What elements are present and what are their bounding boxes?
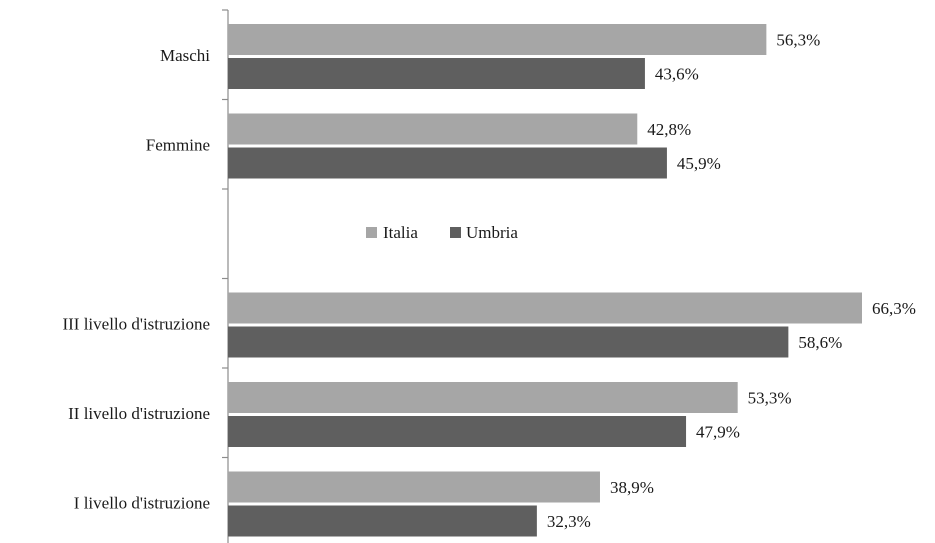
data-label: 47,9% xyxy=(696,423,740,442)
data-label: 43,6% xyxy=(655,65,699,84)
data-label: 56,3% xyxy=(776,31,820,50)
bar-umbria xyxy=(228,416,687,447)
bar-umbria xyxy=(228,147,667,179)
plot-area: Maschi 56,3% 43,6% Femmine 42,8% 45,9% III liv… xyxy=(62,9,916,543)
data-label: 32,3% xyxy=(547,512,591,531)
bar-umbria xyxy=(228,58,645,89)
data-label: 58,6% xyxy=(798,333,842,352)
data-label: 38,9% xyxy=(610,478,654,497)
bar-italia xyxy=(228,113,638,145)
legend-swatch-umbria xyxy=(450,227,461,238)
bar-umbria xyxy=(228,505,537,537)
category-label: III livello d'istruzione xyxy=(62,314,210,333)
legend-label: Italia xyxy=(383,223,418,242)
legend-label: Umbria xyxy=(466,223,518,242)
data-label: 53,3% xyxy=(748,389,792,408)
data-label: 42,8% xyxy=(647,120,691,139)
data-label: 66,3% xyxy=(872,299,916,318)
category-label: I livello d'istruzione xyxy=(74,493,210,512)
bar-italia xyxy=(228,292,862,324)
bar-italia xyxy=(228,471,600,503)
category-label: Femmine xyxy=(146,135,210,154)
data-label: 45,9% xyxy=(677,154,721,173)
legend-swatch-italia xyxy=(366,227,377,238)
category-label: II livello d'istruzione xyxy=(68,404,210,423)
bar-umbria xyxy=(228,326,789,358)
category-label: Maschi xyxy=(160,46,210,65)
bar-italia xyxy=(228,382,738,413)
bar-italia xyxy=(228,24,767,55)
